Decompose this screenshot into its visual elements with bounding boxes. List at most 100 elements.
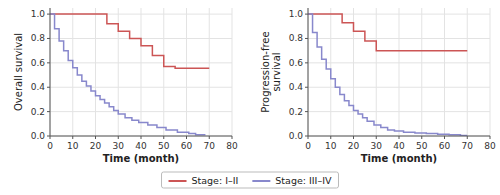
x-tick xyxy=(399,136,400,139)
legend-label: Stage: III–IV xyxy=(275,175,332,186)
y-tick xyxy=(305,62,308,63)
x-tick-label: 20 xyxy=(90,141,102,151)
survival-curve xyxy=(50,14,209,68)
x-tick-label: 10 xyxy=(67,141,79,151)
panel: 0 10 20 30 40 50 60 70 80 0.0 0.2 0.4 0.6 0.8 1.0 Time … xyxy=(260,8,496,164)
y-axis-label: Progression-freesurvival xyxy=(260,31,282,112)
y-tick xyxy=(305,14,308,15)
x-tick-label: 40 xyxy=(393,141,405,151)
legend-swatch xyxy=(169,180,187,182)
x-tick-label: 60 xyxy=(181,141,193,151)
x-tick xyxy=(421,136,422,139)
grid-line xyxy=(444,8,445,136)
grid-line xyxy=(72,8,73,136)
series-group xyxy=(50,14,209,135)
x-tick xyxy=(163,136,164,139)
x-tick xyxy=(95,136,96,139)
grid-line xyxy=(209,8,210,136)
y-tick xyxy=(47,14,50,15)
y-tick-label: 0.6 xyxy=(31,58,46,68)
legend-box xyxy=(162,172,339,188)
x-axis-label: Time (month) xyxy=(361,153,437,164)
x-tick-label: 60 xyxy=(439,141,451,151)
x-tick xyxy=(330,136,331,139)
y-tick xyxy=(47,87,50,88)
x-tick xyxy=(444,136,445,139)
y-tick-label: 0.2 xyxy=(31,107,45,117)
y-tick-label: 0.0 xyxy=(289,131,304,141)
grid-line xyxy=(490,8,491,136)
x-tick-label: 80 xyxy=(226,141,238,151)
grid-line xyxy=(50,8,51,136)
y-tick xyxy=(47,136,50,137)
y-tick xyxy=(47,111,50,112)
y-tick-label: 0.6 xyxy=(289,58,304,68)
y-tick xyxy=(47,62,50,63)
y-axis-label: Overall survival xyxy=(13,33,24,111)
x-tick xyxy=(353,136,354,139)
panel: 010203040506070800.00.20.40.60.81.0Time … xyxy=(13,8,238,164)
grid-line xyxy=(141,8,142,136)
survival-curve xyxy=(308,14,467,135)
y-tick xyxy=(305,111,308,112)
y-tick xyxy=(47,38,50,39)
grid-line xyxy=(308,111,490,112)
grid-line xyxy=(50,111,232,112)
grid-line xyxy=(308,38,490,39)
grid-line xyxy=(50,62,232,63)
figure: 0 10 20 30 40 50 60 70 80 0.0 0.2 0.4 0.6 0.8 1.0 Time … xyxy=(0,0,500,195)
x-tick-label: 0 xyxy=(47,141,53,151)
x-tick-label: 70 xyxy=(462,141,474,151)
x-tick-label: 0 xyxy=(305,141,311,151)
y-tick xyxy=(305,87,308,88)
x-tick xyxy=(72,136,73,139)
grid-line xyxy=(467,8,468,136)
y-axis-line xyxy=(50,8,51,136)
grid-line xyxy=(232,8,233,136)
grid-line xyxy=(50,87,232,88)
y-tick-label: 0.8 xyxy=(289,33,304,43)
legend-item: Stage: III–IV xyxy=(252,175,332,186)
y-tick-label: 1.0 xyxy=(31,9,46,19)
survival-curve xyxy=(50,14,205,135)
grid-line xyxy=(308,62,490,63)
x-axis-label: Time (month) xyxy=(103,153,179,164)
x-tick xyxy=(209,136,210,139)
x-tick xyxy=(186,136,187,139)
grid-line xyxy=(95,8,96,136)
y-tick-label: 0.8 xyxy=(31,33,46,43)
y-tick-label: 1.0 xyxy=(289,9,304,19)
y-tick-label: 0.4 xyxy=(31,82,46,92)
grid-line xyxy=(163,8,164,136)
y-tick-label: 0.2 xyxy=(289,107,303,117)
grid xyxy=(50,8,232,136)
grid-line xyxy=(186,8,187,136)
x-tick-label: 80 xyxy=(484,141,496,151)
grid-line xyxy=(376,8,377,136)
x-tick-label: 20 xyxy=(348,141,360,151)
x-tick xyxy=(376,136,377,139)
survival-curve xyxy=(308,14,467,51)
x-tick-label: 40 xyxy=(135,141,147,151)
y-tick xyxy=(305,38,308,39)
x-tick xyxy=(118,136,119,139)
x-tick xyxy=(490,136,491,139)
x-tick-label: 50 xyxy=(416,141,428,151)
legend-label: Stage: I–II xyxy=(192,175,239,186)
grid-line xyxy=(421,8,422,136)
x-tick xyxy=(141,136,142,139)
series-group xyxy=(308,14,467,135)
x-tick xyxy=(467,136,468,139)
x-tick-label: 10 xyxy=(325,141,337,151)
legend-item: Stage: I–II xyxy=(169,175,239,186)
grid xyxy=(308,8,490,136)
legend: Stage: I–II Stage: III–IV xyxy=(169,175,332,186)
x-tick-label: 30 xyxy=(371,141,383,151)
grid-line xyxy=(399,8,400,136)
y-tick xyxy=(305,136,308,137)
y-axis-line xyxy=(308,8,309,136)
x-tick-label: 50 xyxy=(158,141,170,151)
y-tick-label: 0.4 xyxy=(289,82,304,92)
legend-swatch xyxy=(252,180,270,182)
grid-line xyxy=(308,8,309,136)
